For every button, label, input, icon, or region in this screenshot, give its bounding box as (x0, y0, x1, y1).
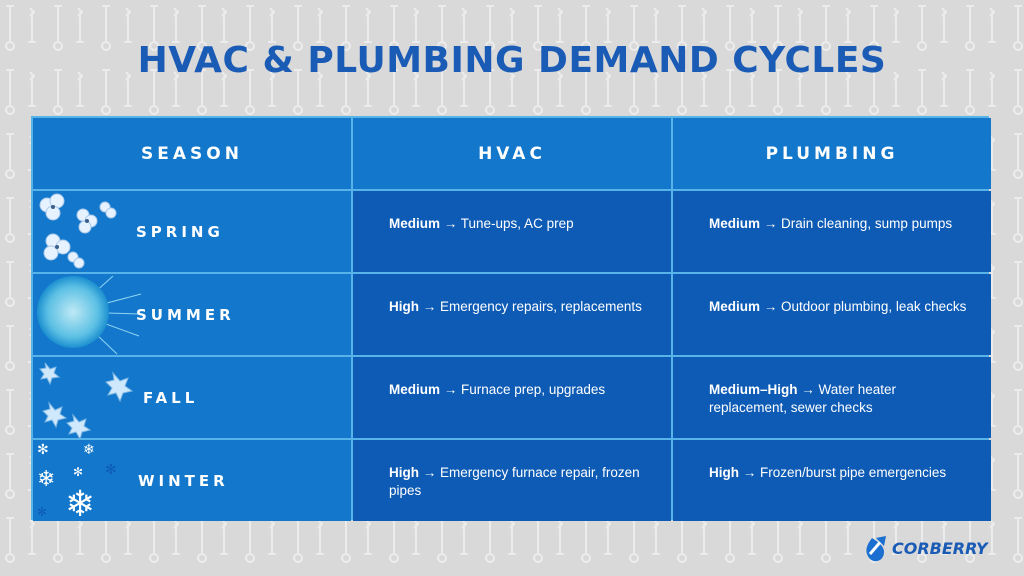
logo-text: CORBERRY (892, 538, 988, 558)
arrow-drop-logo-icon (866, 536, 886, 562)
hvac-cell-fall: Medium → Furnace prep, upgrades (353, 357, 671, 438)
plumbing-detail: → Frozen/burst pipe emergencies (739, 465, 947, 480)
season-cell-winter: ✻ ❄ ❄ ✻ ✻ ❄ ✻ WINTER (33, 440, 351, 521)
hvac-cell-winter: High → Emergency furnace repair, frozen … (353, 440, 671, 521)
hvac-detail: → Furnace prep, upgrades (440, 382, 606, 397)
plumbing-cell-spring: Medium → Drain cleaning, sump pumps (673, 191, 991, 272)
hvac-level: Medium (389, 382, 441, 397)
hvac-level: Medium (389, 216, 441, 231)
plumbing-cell-winter: High → Frozen/burst pipe emergencies (673, 440, 991, 521)
page-title: HVAC & PLUMBING DEMAND CYCLES (137, 40, 887, 81)
plumbing-level: Medium–High (709, 382, 798, 397)
svg-text:✻: ✻ (37, 442, 49, 458)
season-label-summer: SUMMER (136, 305, 235, 324)
season-cell-spring: SPRING (33, 191, 351, 272)
hvac-detail: → Tune-ups, AC prep (440, 216, 574, 231)
plumbing-cell-summer: Medium → Outdoor plumbing, leak checks (673, 274, 991, 355)
header-plumbing: PLUMBING (673, 118, 991, 189)
season-label-fall: FALL (143, 388, 199, 407)
plumbing-detail: → Water heater replacement, sewer checks (709, 382, 897, 415)
flowers-icon (39, 193, 117, 269)
corberry-logo: CORBERRY (860, 532, 988, 564)
plumbing-level: Medium (709, 299, 761, 314)
hvac-detail: → Emergency repairs, replacements (419, 299, 642, 314)
leaves-icon (39, 362, 134, 438)
svg-text:❄: ❄ (83, 442, 95, 458)
plumbing-detail: → Outdoor plumbing, leak checks (760, 299, 967, 314)
sun-icon (37, 275, 142, 355)
svg-text:✻: ✻ (37, 505, 47, 519)
hvac-cell-spring: Medium → Tune-ups, AC prep (353, 191, 671, 272)
plumbing-detail: → Drain cleaning, sump pumps (760, 216, 953, 231)
svg-text:❄: ❄ (37, 467, 55, 492)
season-cell-fall: FALL (33, 357, 351, 438)
header-season: SEASON (33, 118, 351, 189)
hvac-cell-summer: High → Emergency repairs, replacements (353, 274, 671, 355)
season-label-winter: WINTER (138, 471, 229, 490)
demand-table: SEASON HVAC PLUMBING SPRING Medium → Tun… (31, 116, 991, 521)
svg-text:✻: ✻ (105, 462, 117, 478)
header-hvac: HVAC (353, 118, 671, 189)
plumbing-cell-fall: Medium–High → Water heater replacement, … (673, 357, 991, 438)
season-label-spring: SPRING (136, 222, 224, 241)
hvac-level: High (389, 299, 419, 314)
hvac-level: High (389, 465, 419, 480)
plumbing-level: Medium (709, 216, 761, 231)
svg-text:✻: ✻ (73, 465, 83, 479)
plumbing-level: High (709, 465, 739, 480)
svg-text:❄: ❄ (65, 484, 95, 521)
snowflakes-icon: ✻ ❄ ❄ ✻ ✻ ❄ ✻ (37, 442, 117, 521)
hvac-detail: → Emergency furnace repair, frozen pipes (389, 465, 640, 498)
season-cell-summer: SUMMER (33, 274, 351, 355)
